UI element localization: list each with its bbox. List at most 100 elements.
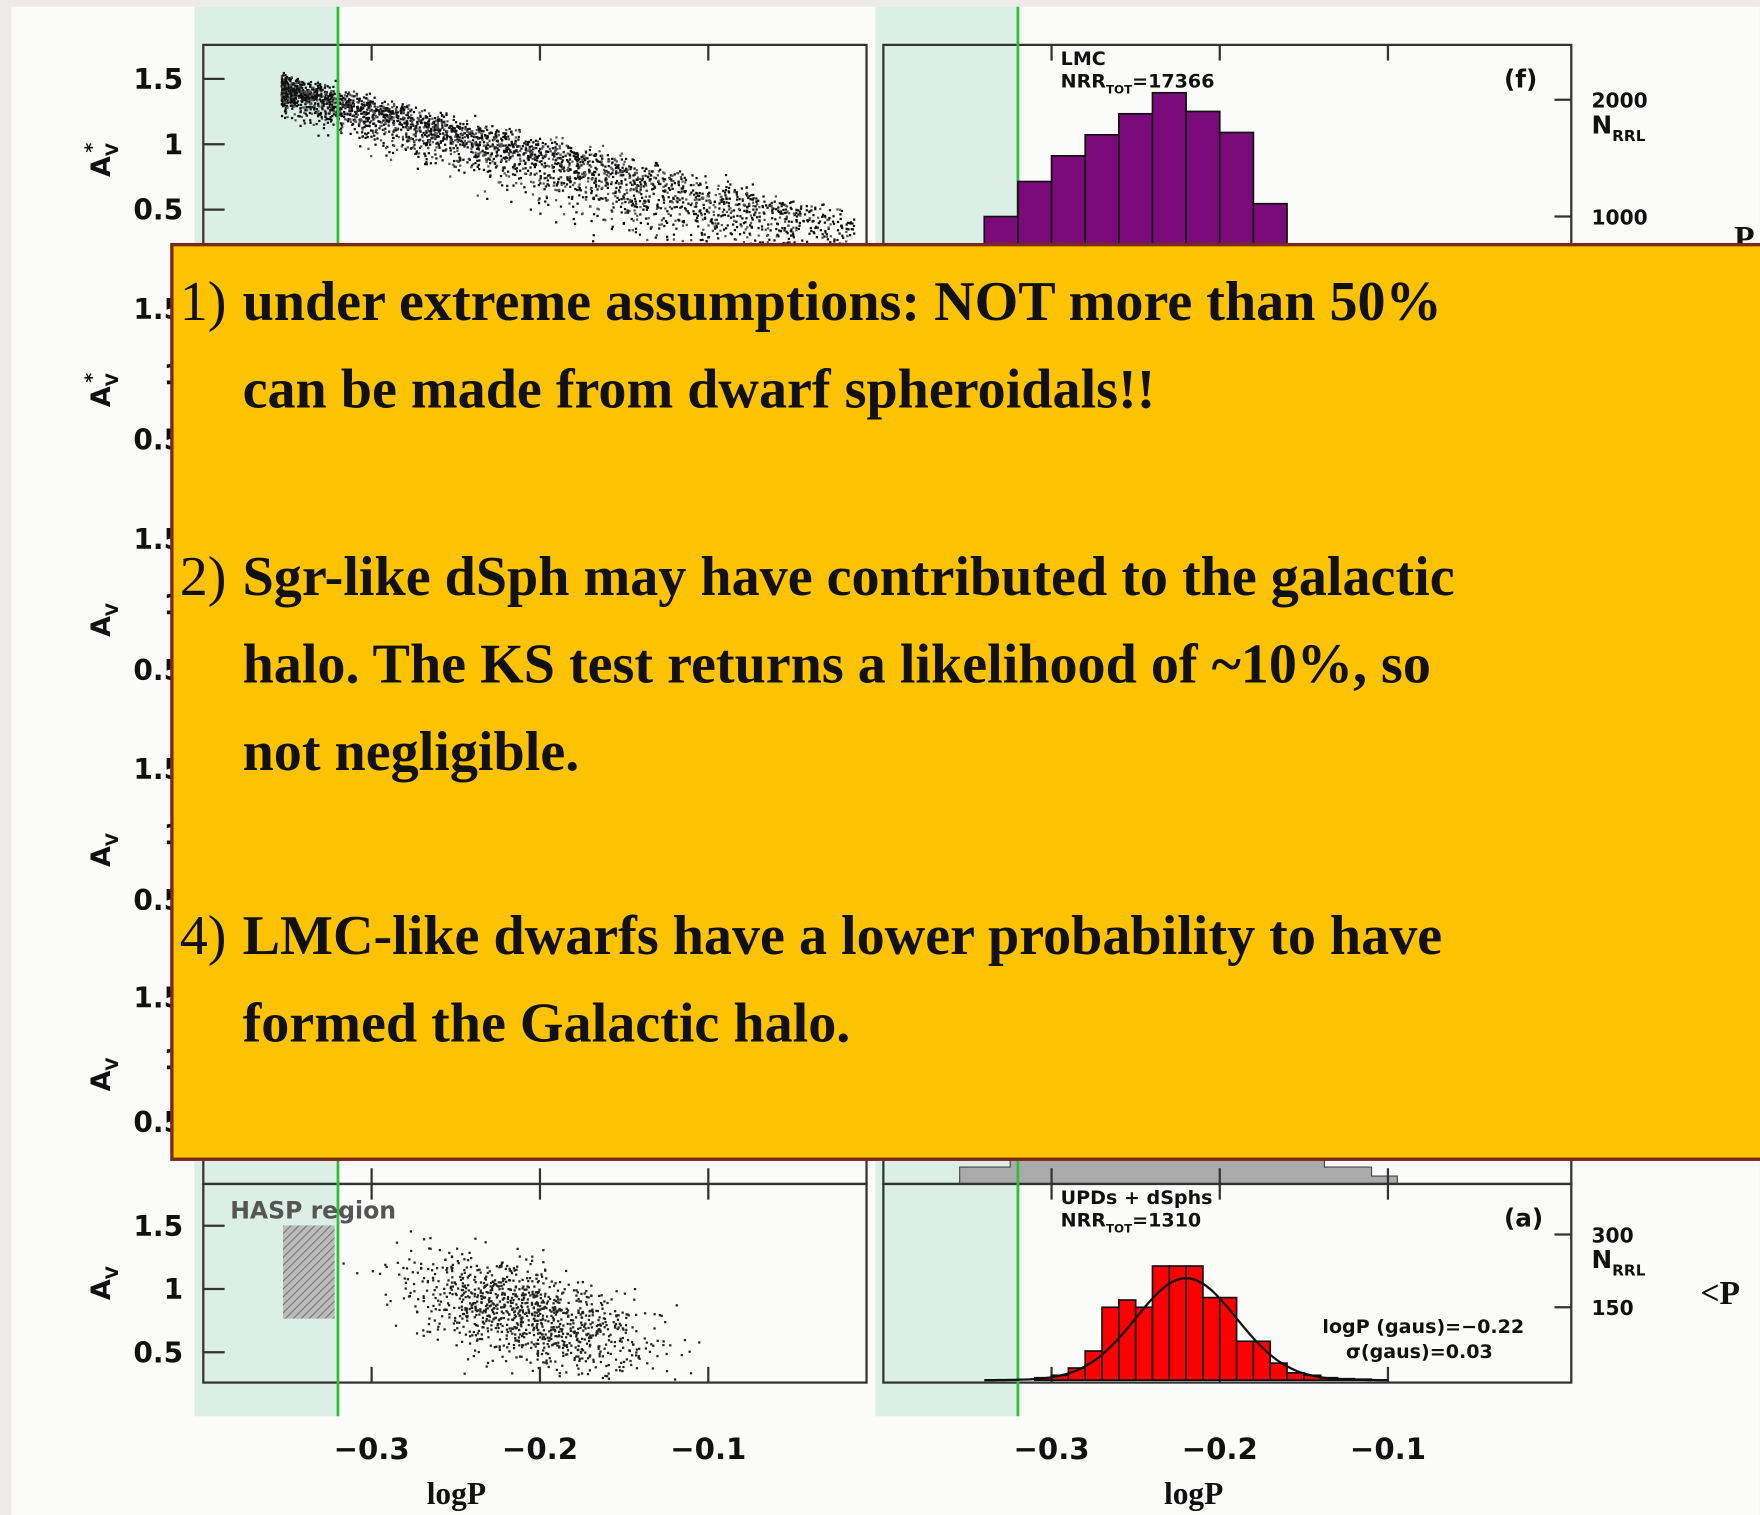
- scatter-dot: [592, 240, 595, 243]
- scatter-dot: [719, 199, 722, 202]
- scatter-dot: [536, 1352, 539, 1355]
- scatter-dot: [442, 137, 445, 140]
- scatter-dot: [824, 229, 827, 233]
- scatter-dot: [522, 1285, 525, 1288]
- scatter-dot: [591, 1311, 594, 1314]
- scatter-dot: [282, 82, 286, 85]
- scatter-dot: [617, 1326, 620, 1329]
- scatter-dot: [619, 154, 622, 157]
- scatter-dot: [352, 118, 355, 121]
- scatter-dot: [427, 139, 430, 142]
- scatter-dot: [328, 93, 332, 96]
- scatter-dot: [633, 205, 637, 208]
- scatter-dot: [542, 165, 546, 168]
- scatter-dot: [505, 1275, 509, 1279]
- scatter-dot: [415, 151, 418, 154]
- scatter-dot: [672, 197, 675, 200]
- scatter-dot: [540, 1333, 544, 1336]
- scatter-dot: [465, 127, 468, 131]
- scatter-dot: [546, 145, 550, 148]
- scatter-dot: [433, 137, 436, 140]
- scatter-dot: [348, 93, 352, 96]
- scatter-dot: [798, 221, 801, 225]
- scatter-dot: [511, 165, 515, 169]
- scatter-dot: [755, 200, 758, 204]
- scatter-dot: [542, 1249, 545, 1252]
- scatter-dot: [604, 1320, 607, 1324]
- scatter-dot: [536, 1281, 539, 1284]
- scatter-dot: [722, 198, 725, 201]
- scatter-dot: [508, 1327, 511, 1330]
- scatter-dot: [502, 135, 505, 139]
- item-line: not negligible.: [243, 721, 580, 783]
- scatter-dot: [829, 241, 832, 244]
- scatter-dot: [603, 1317, 607, 1321]
- scatter-dot: [526, 1301, 529, 1304]
- scatter-dot: [712, 213, 716, 217]
- scatter-dot: [464, 125, 467, 129]
- scatter-dot: [580, 1292, 583, 1296]
- scatter-dot: [507, 1318, 510, 1321]
- scatter-dot: [459, 157, 462, 160]
- scatter-dot: [615, 165, 618, 169]
- scatter-dot: [681, 224, 685, 227]
- scatter-dot: [591, 1321, 594, 1324]
- scatter-dot: [558, 1375, 561, 1378]
- scatter-dot: [497, 1326, 500, 1330]
- scatter-dot: [484, 147, 488, 150]
- scatter-dot: [805, 205, 808, 208]
- scatter-dot: [852, 224, 856, 228]
- scatter-dot: [733, 189, 736, 192]
- scatter-dot: [514, 1294, 517, 1298]
- scatter-dot: [579, 1341, 582, 1344]
- scatter-dot: [598, 150, 601, 153]
- scatter-dot: [677, 184, 681, 187]
- scatter-dot: [621, 166, 624, 169]
- scatter-dot: [628, 175, 632, 179]
- scatter-dot: [323, 109, 327, 112]
- scatter-dot: [523, 1331, 526, 1335]
- scatter-dot: [456, 147, 459, 150]
- scatter-dot: [727, 202, 731, 205]
- scatter-dot: [565, 1345, 569, 1349]
- scatter-dot: [307, 98, 310, 101]
- scatter-dot: [425, 135, 429, 138]
- scatter-dot: [594, 179, 597, 183]
- scatter-dot: [432, 1304, 435, 1308]
- scatter-dot: [566, 1309, 570, 1312]
- scatter-dot: [471, 130, 474, 133]
- scatter-dot: [367, 102, 370, 105]
- scatter-dot: [724, 234, 727, 238]
- scatter-dot: [674, 219, 677, 222]
- scatter-dot: [398, 123, 401, 126]
- hasp-region-box: [282, 1225, 335, 1319]
- scatter-dot: [501, 1277, 505, 1280]
- scatter-dot: [791, 232, 795, 235]
- scatter-dot: [309, 98, 313, 102]
- scatter-dot: [392, 123, 395, 127]
- scatter-dot: [572, 1330, 575, 1333]
- scatter-dot: [658, 223, 661, 226]
- scatter-dot: [488, 132, 491, 135]
- scatter-dot: [838, 208, 842, 211]
- scatter-dot: [400, 128, 403, 131]
- scatter-dot: [481, 1311, 484, 1314]
- scatter-dot: [412, 139, 416, 143]
- scatter-dot: [374, 124, 378, 127]
- scatter-dot: [409, 1291, 412, 1295]
- scatter-dot: [297, 94, 301, 97]
- scatter-dot: [571, 1326, 575, 1329]
- scatter-dot: [522, 1293, 525, 1296]
- scatter-dot: [463, 145, 466, 148]
- scatter-dot: [338, 92, 341, 96]
- scatter-dot: [424, 121, 427, 125]
- scatter-dot: [517, 177, 521, 180]
- scatter-dot: [404, 126, 407, 129]
- scatter-dot: [524, 1293, 527, 1296]
- scatter-dot: [552, 1328, 555, 1331]
- scatter-dot: [463, 1284, 467, 1287]
- scatter-dot: [378, 111, 381, 114]
- scatter-dot: [533, 165, 537, 169]
- scatter-dot: [428, 139, 431, 143]
- scatter-dot: [293, 91, 297, 95]
